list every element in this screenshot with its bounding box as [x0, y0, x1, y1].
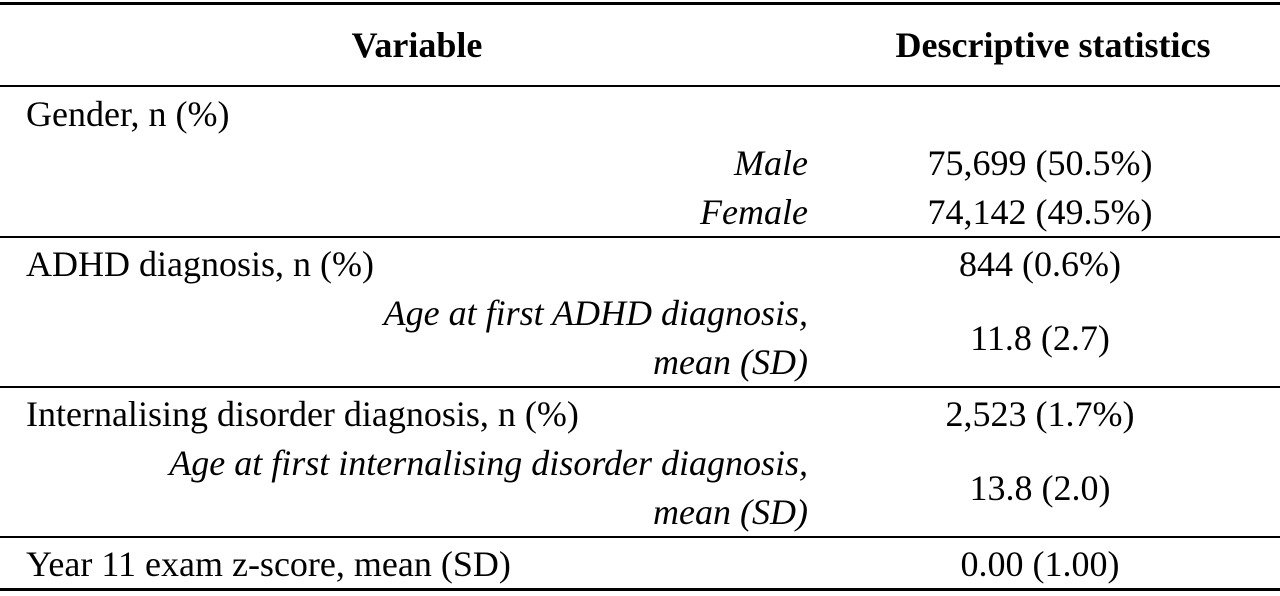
variable-label: Internalising disorder diagnosis, n (%) [26, 394, 579, 434]
stat-value: 11.8 (2.7) [970, 317, 1110, 358]
variable-label: ADHD diagnosis, n (%) [26, 244, 374, 284]
header-statistics: Descriptive statistics [895, 25, 1211, 65]
variable-label: Year 11 exam z-score, mean (SD) [26, 544, 511, 584]
stat-value: 2,523 (1.7%) [945, 394, 1135, 434]
section-rule [0, 236, 1280, 238]
stat-value: 0.00 (1.00) [960, 544, 1120, 584]
stat-value: 75,699 (50.5%) [927, 143, 1153, 183]
header-rule [0, 85, 1280, 87]
header-variable: Variable [351, 25, 483, 65]
sub-label: mean (SD) [653, 342, 808, 382]
section-rule [0, 588, 1280, 591]
stat-value: 74,142 (49.5%) [927, 192, 1153, 232]
section-rule [0, 536, 1280, 538]
section-rule [0, 386, 1280, 388]
sub-label: Age at first ADHD diagnosis, [383, 293, 808, 333]
sub-label: mean (SD) [653, 492, 808, 532]
sub-label: Male [734, 143, 808, 183]
sub-label: Age at first internalising disorder diag… [169, 443, 808, 483]
variable-label: Gender, n (%) [26, 94, 230, 134]
sub-label: Female [700, 192, 808, 232]
top-rule [0, 2, 1280, 5]
stat-value: 844 (0.6%) [959, 244, 1121, 284]
stat-value: 13.8 (2.0) [969, 467, 1111, 508]
